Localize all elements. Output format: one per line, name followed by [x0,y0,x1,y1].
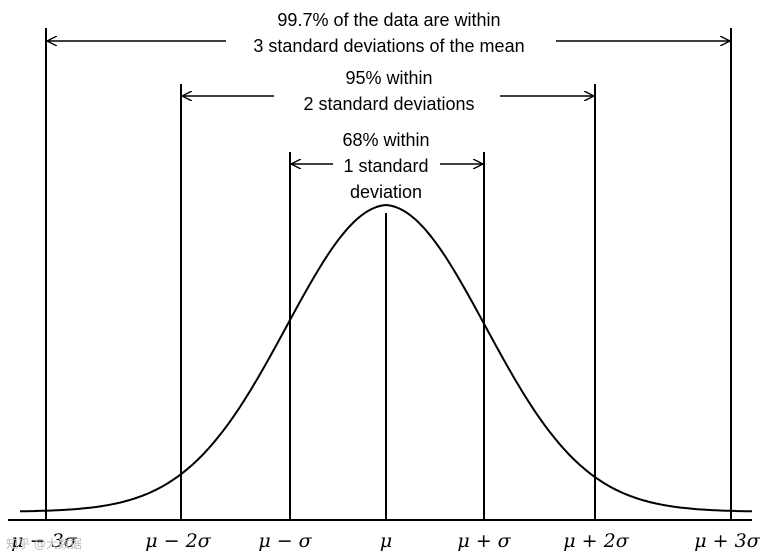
bell-curve [20,203,752,513]
watermark: 知乎 @大数据 [6,536,82,551]
annotation-3sd-line1: 99.7% of the data are within [277,10,500,30]
tick-label-mu-minus-2sigma: μ − 2σ [145,530,211,552]
annotations: 99.7% of the data are within 3 standard … [253,10,524,202]
range-arrows [47,41,730,164]
tick-label-mu: μ [380,530,392,552]
tick-label-mu-plus-2sigma: μ + 2σ [563,530,629,552]
annotation-1sd-line1: 68% within [342,130,429,150]
tick-label-mu-minus-3sigma: μ − 3σ [11,530,77,552]
annotation-1sd-line3: deviation [350,182,422,202]
sd-boundary-lines [45,28,732,520]
annotation-1sd-line2: 1 standard [343,156,428,176]
x-axis-tick-labels: μ − 3σ μ − 2σ μ − σ μ μ + σ μ + 2σ μ + 3… [11,530,760,552]
tick-label-mu-minus-sigma: μ − σ [258,530,312,552]
annotation-2sd-line1: 95% within [345,68,432,88]
tick-label-mu-plus-3sigma: μ + 3σ [694,530,760,552]
tick-label-mu-plus-sigma: μ + σ [457,530,511,552]
annotation-2sd-line2: 2 standard deviations [303,94,474,114]
annotation-3sd-line2: 3 standard deviations of the mean [253,36,524,56]
